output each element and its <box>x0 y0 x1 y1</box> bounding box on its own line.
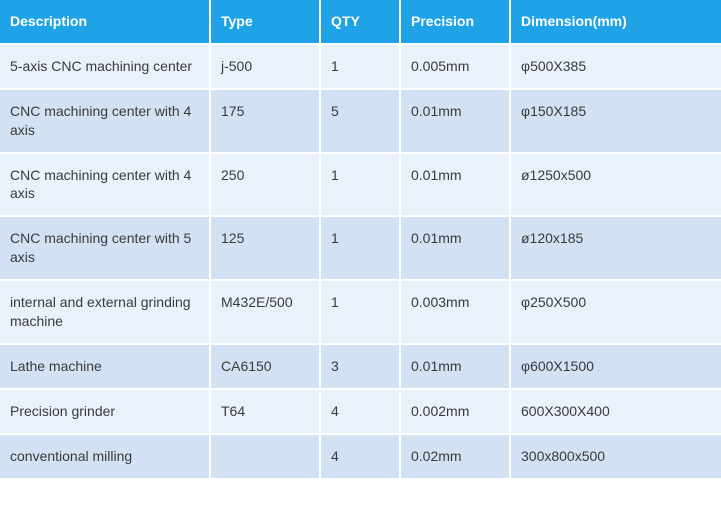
col-header-0: Description <box>0 0 210 44</box>
cell: 4 <box>320 389 400 434</box>
cell: φ150X185 <box>510 89 721 153</box>
cell: M432E/500 <box>210 280 320 344</box>
cell: φ500X385 <box>510 44 721 89</box>
cell: 300x800x500 <box>510 434 721 478</box>
cell: 0.01mm <box>400 216 510 280</box>
cell: CA6150 <box>210 344 320 389</box>
table-row: CNC machining center with 5 axis12510.01… <box>0 216 721 280</box>
col-header-3: Precision <box>400 0 510 44</box>
col-header-1: Type <box>210 0 320 44</box>
cell: 1 <box>320 280 400 344</box>
table-row: conventional milling 40.02mm300x800x500 <box>0 434 721 478</box>
cell: Precision grinder <box>0 389 210 434</box>
cell: φ600X1500 <box>510 344 721 389</box>
cell: CNC machining center with 5 axis <box>0 216 210 280</box>
cell: T64 <box>210 389 320 434</box>
equipment-table: DescriptionTypeQTYPrecisionDimension(mm)… <box>0 0 721 478</box>
cell: 1 <box>320 153 400 217</box>
cell: 1 <box>320 216 400 280</box>
cell: CNC machining center with 4 axis <box>0 153 210 217</box>
cell: 3 <box>320 344 400 389</box>
cell: 250 <box>210 153 320 217</box>
table-row: Lathe machineCA615030.01mmφ600X1500 <box>0 344 721 389</box>
cell: 0.01mm <box>400 89 510 153</box>
cell: j-500 <box>210 44 320 89</box>
col-header-2: QTY <box>320 0 400 44</box>
table-row: CNC machining center with 4 axis25010.01… <box>0 153 721 217</box>
cell: 5 <box>320 89 400 153</box>
cell: 0.02mm <box>400 434 510 478</box>
table-row: Precision grinderT6440.002mm600X300X400 <box>0 389 721 434</box>
cell: 600X300X400 <box>510 389 721 434</box>
cell: 0.005mm <box>400 44 510 89</box>
cell: 0.01mm <box>400 344 510 389</box>
cell: conventional milling <box>0 434 210 478</box>
cell: CNC machining center with 4 axis <box>0 89 210 153</box>
table-row: internal and external grinding machineM4… <box>0 280 721 344</box>
cell: 4 <box>320 434 400 478</box>
cell <box>210 434 320 478</box>
cell: 0.002mm <box>400 389 510 434</box>
cell: 0.01mm <box>400 153 510 217</box>
cell: 125 <box>210 216 320 280</box>
cell: 175 <box>210 89 320 153</box>
cell: ø120x185 <box>510 216 721 280</box>
cell: 0.003mm <box>400 280 510 344</box>
cell: 1 <box>320 44 400 89</box>
cell: internal and external grinding machine <box>0 280 210 344</box>
table-header-row: DescriptionTypeQTYPrecisionDimension(mm) <box>0 0 721 44</box>
cell: φ250X500 <box>510 280 721 344</box>
cell: 5-axis CNC machining center <box>0 44 210 89</box>
table-row: CNC machining center with 4 axis17550.01… <box>0 89 721 153</box>
table-body: 5-axis CNC machining centerj-50010.005mm… <box>0 44 721 478</box>
table-row: 5-axis CNC machining centerj-50010.005mm… <box>0 44 721 89</box>
col-header-4: Dimension(mm) <box>510 0 721 44</box>
cell: Lathe machine <box>0 344 210 389</box>
cell: ø1250x500 <box>510 153 721 217</box>
